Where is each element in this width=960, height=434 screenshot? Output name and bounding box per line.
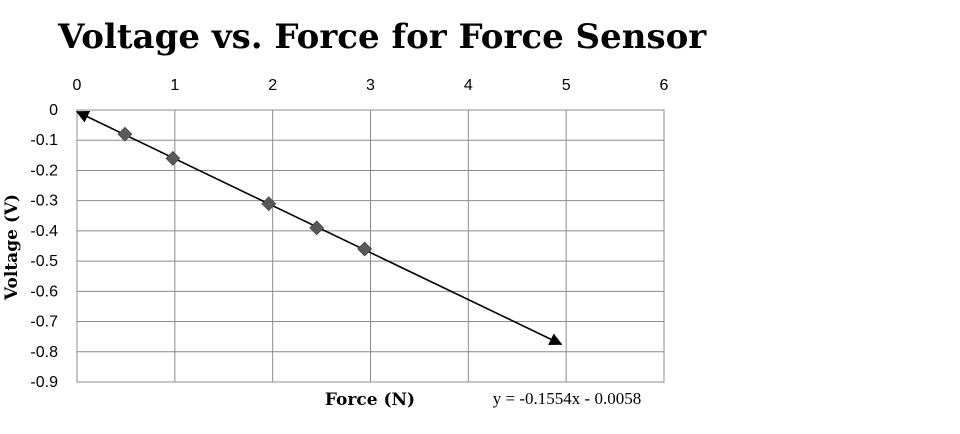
data-point-diamond bbox=[357, 241, 373, 257]
data-points bbox=[117, 126, 373, 257]
x-tick-label: 3 bbox=[366, 77, 375, 94]
chart-title: Voltage vs. Force for Force Sensor bbox=[57, 17, 707, 57]
data-point-diamond bbox=[165, 150, 181, 166]
y-axis-label: Voltage (V) bbox=[2, 194, 22, 301]
y-tick-label: -0.9 bbox=[30, 374, 58, 391]
y-tick-label: -0.8 bbox=[30, 344, 58, 361]
y-tick-label: -0.7 bbox=[30, 314, 58, 331]
y-tick-label: 0 bbox=[49, 102, 58, 119]
x-tick-label: 4 bbox=[464, 77, 473, 94]
x-tick-label: 5 bbox=[562, 77, 571, 94]
data-point-diamond bbox=[261, 196, 277, 212]
x-tick-label: 2 bbox=[268, 77, 277, 94]
trendline-equation: y = -0.1554x - 0.0058 bbox=[493, 389, 641, 408]
data-point-diamond bbox=[309, 220, 325, 236]
y-tick-label: -0.6 bbox=[30, 283, 58, 300]
x-axis-label: Force (N) bbox=[325, 390, 415, 410]
x-tick-label: 6 bbox=[660, 77, 669, 94]
y-tick-label: -0.5 bbox=[30, 253, 58, 270]
grid-lines bbox=[76, 109, 665, 383]
y-tick-label: -0.2 bbox=[30, 162, 58, 179]
y-tick-labels: 0 -0.1 -0.2 -0.3 -0.4 -0.5 -0.6 -0.7 -0.8 -0.9 bbox=[30, 102, 58, 391]
x-tick-label: 1 bbox=[170, 77, 179, 94]
x-tick-labels: 0 1 2 3 4 5 6 bbox=[73, 77, 669, 94]
y-tick-label: -0.4 bbox=[30, 223, 58, 240]
x-tick-label: 0 bbox=[73, 77, 82, 94]
y-tick-label: -0.3 bbox=[30, 193, 58, 210]
data-point-diamond bbox=[117, 126, 133, 142]
y-tick-label: -0.1 bbox=[30, 132, 58, 149]
